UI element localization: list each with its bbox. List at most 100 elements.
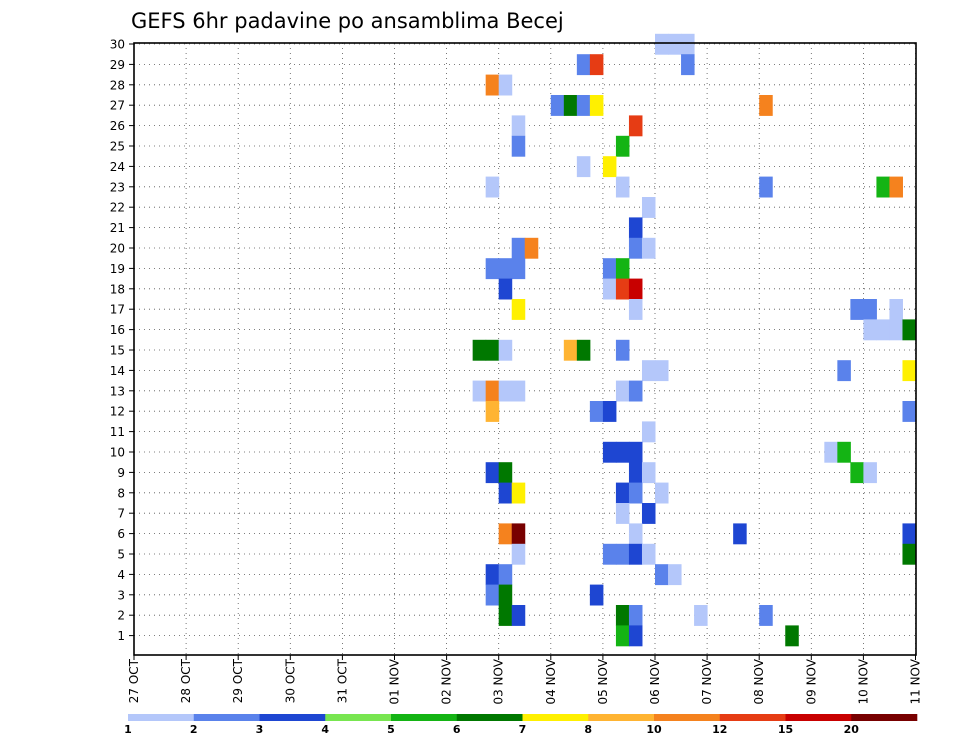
heatmap-cell (615, 605, 630, 626)
heatmap-cell (655, 33, 669, 55)
heatmap-cell (615, 503, 630, 524)
legend-swatch (391, 714, 458, 721)
heatmap-cell (511, 605, 526, 626)
x-tick-label: 01 NOV (388, 658, 402, 704)
heatmap-cell (511, 543, 526, 565)
y-tick-label: 23 (110, 180, 125, 194)
y-tick-label: 15 (110, 344, 125, 358)
heatmap-cell (824, 441, 838, 463)
heatmap-cell (641, 543, 656, 565)
heatmap-cell (628, 441, 643, 463)
legend-swatch (851, 714, 918, 721)
heatmap-cell (733, 523, 747, 545)
chart-title: GEFS 6hr padavine po ansamblima Becej (131, 9, 564, 33)
heatmap-cell (785, 625, 799, 647)
heatmap-cell (498, 462, 513, 484)
heatmap-cell (485, 339, 500, 361)
heatmap-cell (602, 278, 617, 300)
heatmap-cell (863, 462, 877, 484)
heatmap-cell (628, 462, 643, 484)
heatmap-cell (655, 482, 669, 504)
heatmap-cell (628, 380, 643, 402)
heatmap-cell (668, 33, 682, 55)
heatmap-cell (902, 401, 916, 422)
heatmap-cell (485, 380, 500, 402)
heatmap-cell (902, 319, 916, 341)
heatmap-cell (485, 258, 500, 280)
heatmap-cell (759, 605, 773, 626)
legend-swatch (128, 714, 195, 721)
heatmap-cell (498, 380, 513, 402)
y-tick-label: 18 (110, 282, 125, 296)
legend-label: 1 (124, 723, 132, 736)
heatmap-cell (576, 339, 591, 361)
heatmap-cell (498, 339, 513, 361)
heatmap-cell (563, 339, 578, 361)
heatmap-cell (511, 237, 526, 259)
x-tick-label: 02 NOV (440, 658, 454, 704)
heatmap-cell (902, 360, 916, 382)
heatmap-cell (641, 421, 656, 443)
heatmap-cell (681, 33, 695, 55)
y-tick-label: 28 (110, 78, 125, 92)
heatmap-cell (850, 462, 864, 484)
x-tick-label: 06 NOV (648, 658, 662, 704)
heatmap-cell (641, 237, 656, 259)
heatmap-cell (889, 319, 903, 341)
heatmap-cell (876, 319, 890, 341)
legend-label: 15 (778, 723, 793, 736)
heatmap-cell (628, 605, 643, 626)
x-tick-label: 07 NOV (700, 658, 714, 704)
heatmap-cell (576, 95, 591, 116)
legend-swatch (785, 714, 852, 721)
heatmap-cell (589, 54, 604, 76)
heatmap-cell (498, 278, 513, 300)
heatmap-cell (589, 95, 604, 116)
color-legend: 1 2 3 4 5 6 7 8 10 12 15 20 (124, 714, 918, 736)
legend-swatch (719, 714, 786, 721)
legend-swatch (325, 714, 392, 721)
heatmap-cell (694, 605, 708, 626)
heatmap-cell (472, 380, 487, 402)
heatmap-cell (628, 217, 643, 239)
y-tick-label: 26 (110, 119, 125, 133)
legend-label: 12 (712, 723, 727, 736)
x-tick-label: 04 NOV (544, 658, 558, 704)
heatmap-cell (889, 299, 903, 320)
heatmap-cell (615, 135, 630, 157)
heatmap-cell (602, 401, 617, 422)
x-tick-label: 11 NOV (909, 658, 923, 704)
heatmap-cell (615, 258, 630, 280)
y-tick-label: 4 (117, 568, 125, 582)
x-axis-ticks: 27 OCT 28 OCT 29 OCT 30 OCT 31 OCT 01 NOV 02 N… (127, 655, 923, 705)
x-tick-label: 30 OCT (283, 658, 297, 703)
legend-label: 10 (646, 723, 662, 736)
heatmap-cell (589, 584, 604, 606)
heatmap-cell (615, 441, 630, 463)
x-tick-label: 08 NOV (752, 658, 766, 704)
y-tick-label: 6 (117, 527, 125, 541)
heatmap-cell (876, 176, 890, 198)
heatmap-cell (485, 584, 500, 606)
y-tick-label: 2 (117, 609, 125, 623)
y-tick-label: 29 (110, 58, 125, 72)
heatmap-cell (576, 156, 591, 178)
heatmap-cell (889, 176, 903, 198)
legend-swatch (456, 714, 523, 721)
heatmap-cell (602, 441, 617, 463)
heatmap-cell (563, 95, 578, 116)
heatmap-cell (668, 564, 682, 586)
heatmap-cell (615, 176, 630, 198)
heatmap-cell (511, 135, 526, 157)
heatmap-cell (485, 74, 500, 96)
x-tick-label: 05 NOV (596, 658, 610, 704)
heatmap-cell (850, 299, 864, 320)
heatmap-cell (863, 319, 877, 341)
heatmap-cell (576, 54, 591, 76)
heatmap-cell (902, 523, 916, 545)
y-tick-label: 10 (110, 446, 125, 460)
heatmap-cell (759, 176, 773, 198)
heatmap-cell (837, 441, 851, 463)
y-tick-label: 20 (110, 242, 125, 256)
